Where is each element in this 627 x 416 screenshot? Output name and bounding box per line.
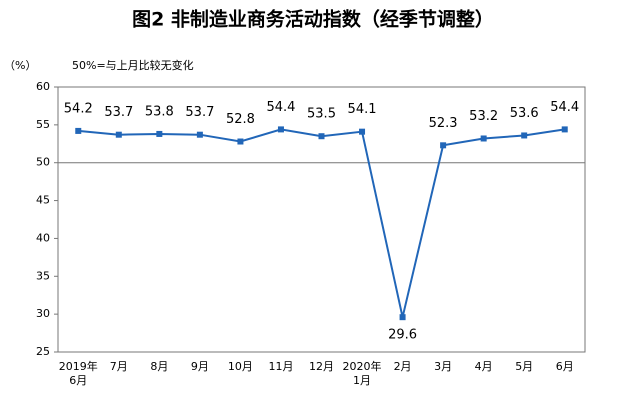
value-label: 53.7 bbox=[104, 105, 133, 120]
value-label: 53.8 bbox=[145, 104, 174, 119]
x-tick-label: 7月 bbox=[110, 360, 128, 373]
data-line bbox=[78, 128, 565, 318]
y-tick-label: 40 bbox=[36, 231, 50, 244]
x-tick-label: 4月 bbox=[475, 360, 493, 373]
point bbox=[521, 132, 528, 139]
y-tick-label: 55 bbox=[36, 118, 50, 131]
x-tick-label: 2月 bbox=[394, 360, 412, 373]
value-label: 54.2 bbox=[64, 101, 93, 116]
x-tick-label: 8月 bbox=[150, 360, 168, 373]
y-tick-label: 45 bbox=[36, 194, 50, 207]
annotation: 50%=与上月比较无变化 bbox=[72, 58, 194, 72]
point bbox=[156, 130, 163, 137]
value-label: 52.3 bbox=[429, 116, 458, 131]
value-label: 54.1 bbox=[348, 102, 377, 117]
x-tick-label: 10月 bbox=[228, 360, 253, 373]
y-tick-label: 25 bbox=[36, 345, 50, 358]
value-label: 54.4 bbox=[550, 100, 579, 115]
y-tick-label: 50 bbox=[36, 156, 50, 169]
point bbox=[399, 314, 406, 321]
point bbox=[75, 127, 82, 134]
point bbox=[480, 135, 487, 142]
plot-frame bbox=[57, 86, 586, 353]
point bbox=[561, 126, 568, 133]
point bbox=[115, 131, 122, 138]
value-label: 29.6 bbox=[388, 328, 417, 343]
value-label: 53.2 bbox=[469, 109, 498, 124]
point bbox=[359, 128, 366, 135]
x-tick-label: 12月 bbox=[309, 360, 334, 373]
value-label: 53.7 bbox=[185, 105, 214, 120]
value-label: 52.8 bbox=[226, 112, 255, 127]
value-label: 54.4 bbox=[266, 100, 295, 115]
point bbox=[318, 133, 325, 140]
y-unit: （%） bbox=[4, 59, 36, 72]
value-label: 53.6 bbox=[510, 106, 539, 121]
x-tick-label: 5月 bbox=[515, 360, 533, 373]
y-tick-label: 30 bbox=[36, 307, 50, 320]
chart-title: 图2 非制造业商务活动指数（经季节调整） bbox=[132, 8, 494, 31]
x-tick-label: 3月 bbox=[434, 360, 452, 373]
point bbox=[440, 142, 447, 149]
point bbox=[277, 126, 284, 133]
point bbox=[196, 131, 203, 138]
x-tick-label: 9月 bbox=[191, 360, 209, 373]
x-tick-label: 11月 bbox=[268, 360, 293, 373]
x-tick-label: 6月 bbox=[556, 360, 574, 373]
y-tick-label: 35 bbox=[36, 269, 50, 282]
point bbox=[237, 138, 244, 145]
y-tick-label: 60 bbox=[36, 80, 50, 93]
x-tick-label: 2019年 6月 bbox=[59, 359, 98, 387]
value-label: 53.5 bbox=[307, 107, 336, 122]
x-tick-label: 2020年 1月 bbox=[343, 359, 382, 387]
